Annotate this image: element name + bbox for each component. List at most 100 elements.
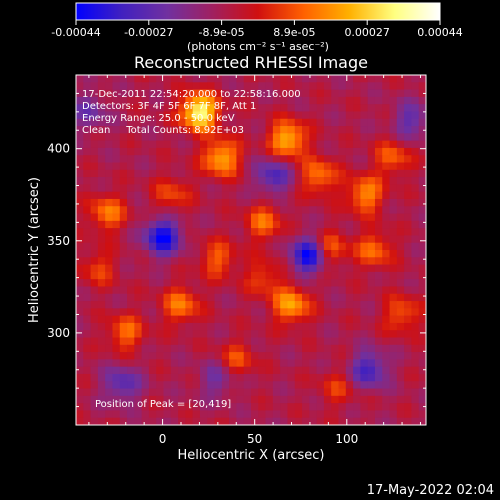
heatmap-cell xyxy=(360,169,368,178)
heatmap-cell xyxy=(280,104,288,112)
heatmap-cell xyxy=(404,104,412,112)
heatmap-cell xyxy=(199,381,208,389)
heatmap-cell xyxy=(353,75,361,83)
annotation-method-counts: Clean Total Counts: 8.92E+03 xyxy=(82,125,244,136)
heatmap-cell xyxy=(90,293,99,302)
heatmap-cell xyxy=(338,410,347,419)
heatmap-cell xyxy=(127,410,135,419)
heatmap-cell xyxy=(170,147,179,156)
heatmap-cell xyxy=(404,337,412,346)
heatmap-cell xyxy=(97,308,106,316)
heatmap-cell xyxy=(178,308,186,316)
heatmap-cell xyxy=(97,169,106,178)
heatmap-cell xyxy=(90,96,99,105)
heatmap-cell xyxy=(323,147,332,156)
heatmap-cell xyxy=(345,352,354,360)
heatmap-cell xyxy=(338,417,347,425)
heatmap-cell xyxy=(360,177,368,185)
heatmap-cell xyxy=(272,271,281,280)
heatmap-cell xyxy=(178,293,186,302)
heatmap-cell xyxy=(141,366,150,375)
heatmap-cell xyxy=(418,366,426,375)
heatmap-cell xyxy=(353,366,361,375)
heatmap-cell xyxy=(221,293,230,302)
heatmap-cell xyxy=(374,162,383,171)
heatmap-cell xyxy=(316,373,325,382)
heatmap-cell xyxy=(178,366,186,375)
heatmap-cell xyxy=(76,228,84,236)
heatmap-cell xyxy=(83,301,91,309)
heatmap-cell xyxy=(287,191,296,200)
heatmap-cell xyxy=(367,220,376,229)
heatmap-cell xyxy=(287,220,296,229)
heatmap-cell xyxy=(323,271,332,280)
heatmap-cell xyxy=(251,257,259,265)
heatmap-cell xyxy=(272,279,281,287)
heatmap-cell xyxy=(148,344,157,353)
heatmap-cell xyxy=(97,359,106,367)
heatmap-cell xyxy=(221,177,230,185)
heatmap-cell xyxy=(97,417,106,425)
heatmap-cell xyxy=(258,140,266,149)
heatmap-cell xyxy=(302,359,310,367)
heatmap-cell xyxy=(287,388,296,397)
heatmap-cell xyxy=(404,111,412,120)
heatmap-cell xyxy=(294,177,303,185)
heatmap-cell xyxy=(134,111,142,120)
heatmap-cell xyxy=(396,242,405,251)
heatmap-cell xyxy=(302,177,310,185)
heatmap-cell xyxy=(323,177,332,185)
heatmap-cell xyxy=(127,104,135,112)
heatmap-cell xyxy=(199,257,208,265)
heatmap-cell xyxy=(331,373,339,382)
colorbar-tick-label: 8.9e-05 xyxy=(273,26,315,39)
heatmap-cell xyxy=(90,395,99,404)
heatmap-cell xyxy=(258,388,266,397)
y-tick-label: 400 xyxy=(47,142,70,156)
heatmap-cell xyxy=(178,250,186,258)
heatmap-cell xyxy=(302,133,310,141)
heatmap-cell xyxy=(178,89,186,98)
heatmap-cell xyxy=(141,104,150,112)
heatmap-cell xyxy=(404,235,412,244)
heatmap-cell xyxy=(265,417,274,425)
heatmap-cell xyxy=(360,395,368,404)
heatmap-cell xyxy=(127,352,135,360)
heatmap-cell xyxy=(127,147,135,156)
heatmap-cell xyxy=(83,220,91,229)
heatmap-cell xyxy=(294,286,303,295)
heatmap-cell xyxy=(331,359,339,367)
heatmap-cell xyxy=(404,191,412,200)
heatmap-cell xyxy=(389,242,398,251)
heatmap-cell xyxy=(221,359,230,367)
heatmap-cell xyxy=(214,96,223,105)
heatmap-cell xyxy=(323,286,332,295)
heatmap-cell xyxy=(404,330,412,338)
heatmap-cell xyxy=(367,169,376,178)
heatmap-cell xyxy=(156,381,164,389)
heatmap-cell xyxy=(156,118,164,127)
heatmap-cell xyxy=(367,264,376,273)
heatmap-cell xyxy=(185,96,193,105)
heatmap-cell xyxy=(272,140,281,149)
heatmap-cell xyxy=(214,250,223,258)
heatmap-cell xyxy=(214,410,223,419)
heatmap-cell xyxy=(367,177,376,185)
heatmap-cell xyxy=(207,271,215,280)
x-tick-label: 50 xyxy=(247,432,262,446)
heatmap-cell xyxy=(185,228,193,236)
heatmap-cell xyxy=(272,133,281,141)
heatmap-cell xyxy=(251,169,259,178)
heatmap-cell xyxy=(163,257,172,265)
heatmap-cell xyxy=(185,133,193,141)
heatmap-cell xyxy=(243,235,252,244)
heatmap-cell xyxy=(316,301,325,309)
heatmap-cell xyxy=(127,235,135,244)
heatmap-cell xyxy=(134,242,142,251)
heatmap-cell xyxy=(374,184,383,192)
heatmap-cell xyxy=(280,388,288,397)
heatmap-cell xyxy=(374,104,383,112)
heatmap-cell xyxy=(170,293,179,302)
heatmap-cell xyxy=(294,410,303,419)
heatmap-cell xyxy=(302,417,310,425)
